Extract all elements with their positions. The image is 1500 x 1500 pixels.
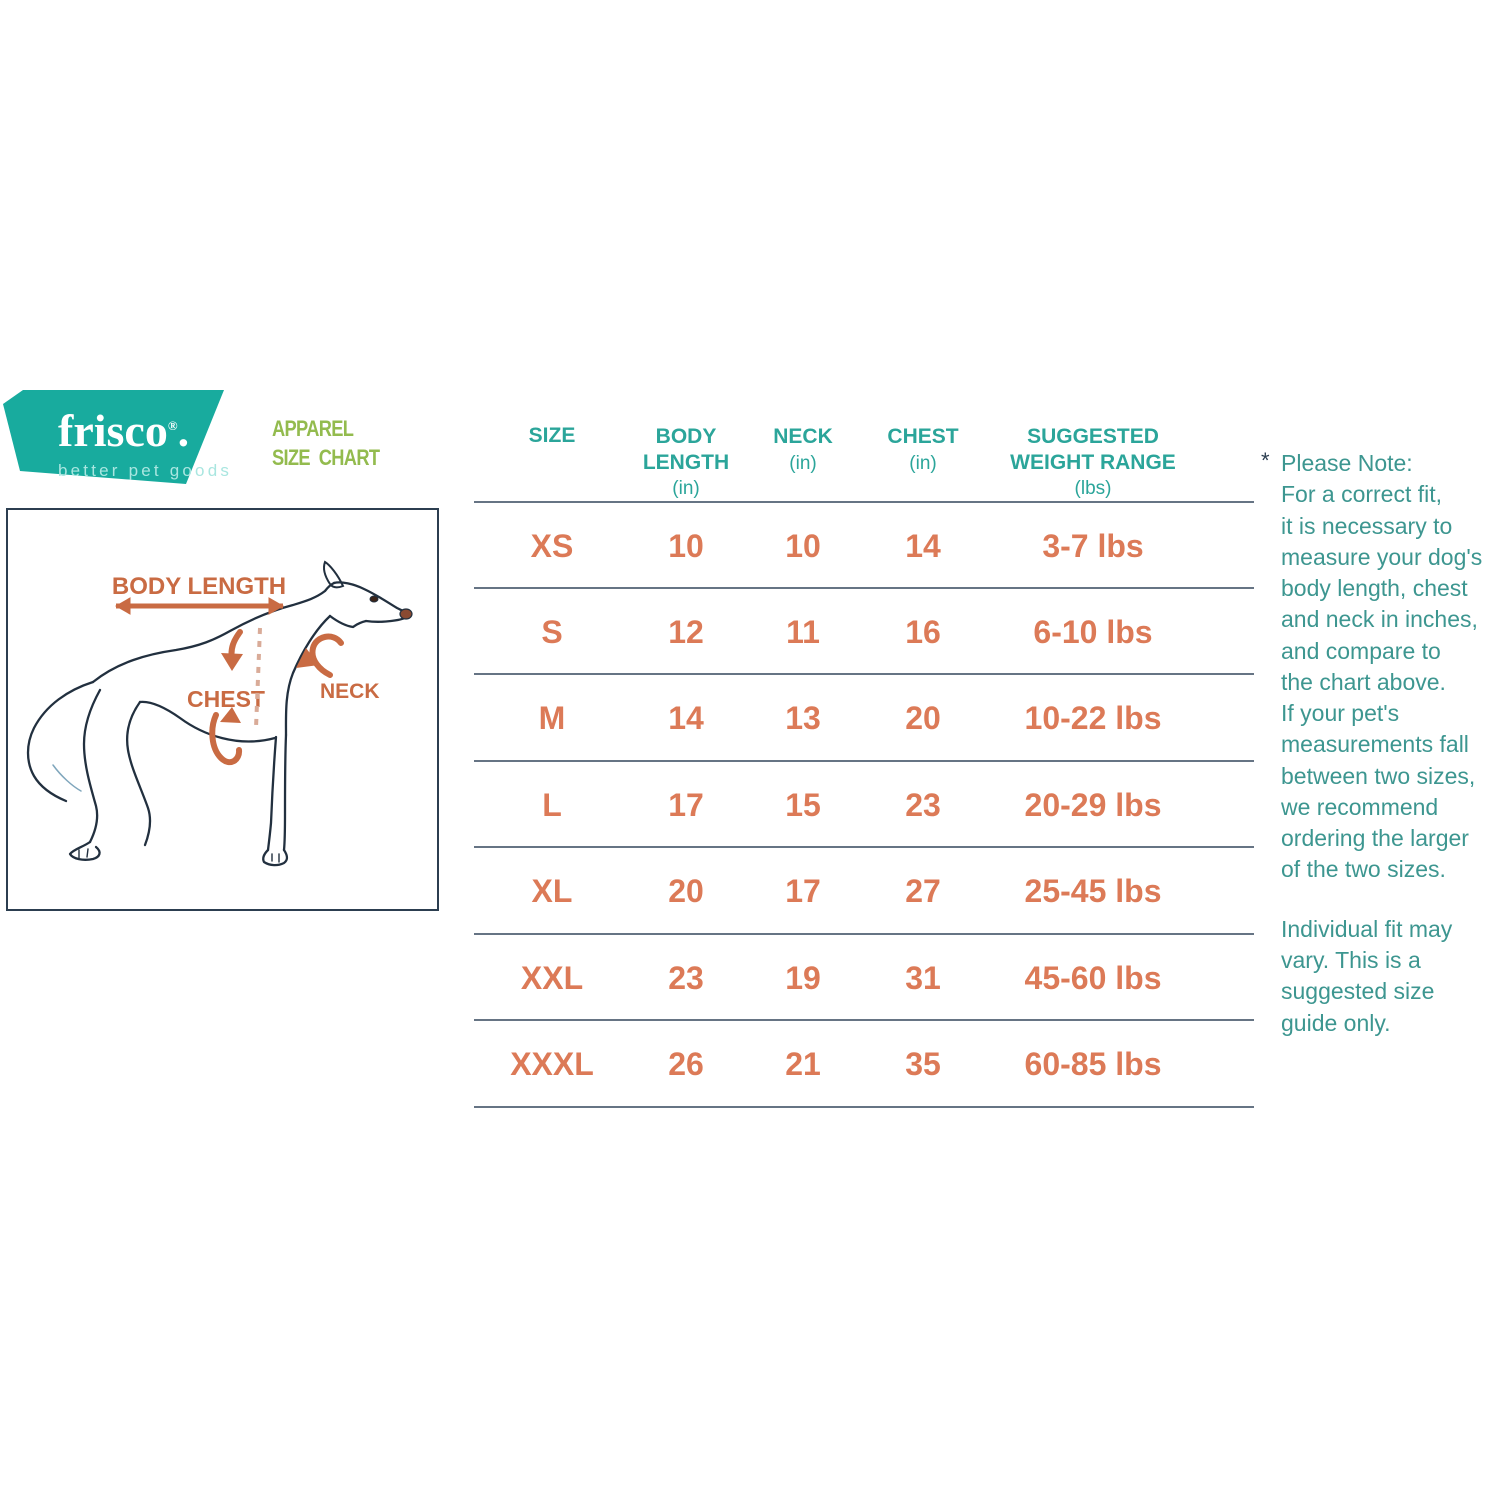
svg-text:BODY LENGTH: BODY LENGTH: [112, 573, 286, 600]
svg-text:CHEST: CHEST: [187, 686, 265, 712]
svg-text:NECK: NECK: [320, 680, 380, 703]
